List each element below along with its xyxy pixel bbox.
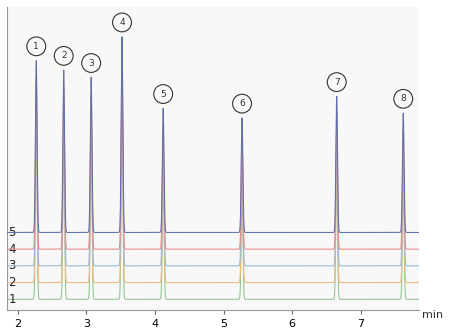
Text: 5: 5 <box>160 90 166 98</box>
Text: 1: 1 <box>8 293 16 306</box>
Text: 2: 2 <box>8 276 16 289</box>
Text: 4: 4 <box>119 18 125 27</box>
Text: 8: 8 <box>400 94 406 103</box>
Text: min: min <box>423 310 444 320</box>
Text: 7: 7 <box>334 78 340 87</box>
Text: 1: 1 <box>33 42 39 51</box>
Text: 2: 2 <box>61 51 67 60</box>
Text: 4: 4 <box>8 243 16 256</box>
Text: 3: 3 <box>88 58 94 68</box>
Text: 3: 3 <box>9 259 16 272</box>
Text: 5: 5 <box>9 226 16 239</box>
Text: 6: 6 <box>239 99 245 108</box>
